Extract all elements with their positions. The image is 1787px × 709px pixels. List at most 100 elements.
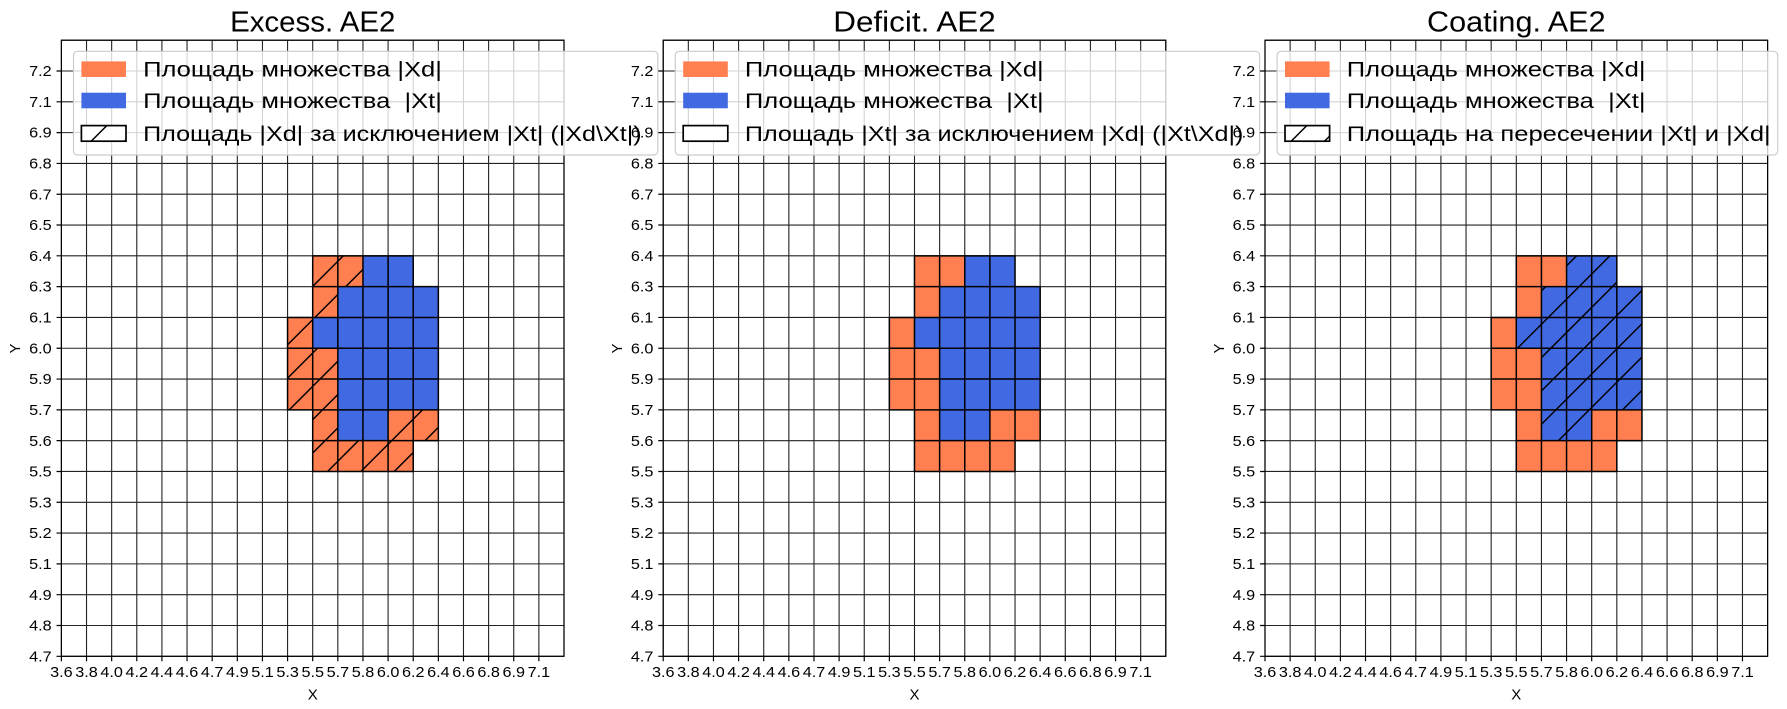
svg-text:5.1: 5.1	[853, 665, 876, 681]
svg-text:5.2: 5.2	[29, 526, 52, 542]
svg-text:4.9: 4.9	[828, 665, 851, 681]
svg-text:7.2: 7.2	[631, 64, 654, 80]
svg-text:5.7: 5.7	[631, 402, 654, 418]
svg-text:3.6: 3.6	[50, 665, 73, 681]
svg-text:4.6: 4.6	[778, 665, 801, 681]
svg-text:Площадь на пересечении |Xt| и: Площадь на пересечении |Xt| и |Xd|	[1347, 122, 1771, 146]
svg-text:6.6: 6.6	[1054, 665, 1077, 681]
svg-text:5.5: 5.5	[1505, 665, 1528, 681]
svg-text:5.1: 5.1	[1233, 556, 1256, 572]
svg-text:4.0: 4.0	[100, 665, 123, 681]
svg-text:Площадь множества |Xd|: Площадь множества |Xd|	[745, 58, 1044, 82]
svg-text:Площадь множества |Xd|: Площадь множества |Xd|	[143, 58, 442, 82]
svg-text:Coating. AE2: Coating. AE2	[1427, 6, 1606, 38]
svg-text:6.0: 6.0	[377, 665, 400, 681]
svg-text:Y: Y	[1211, 343, 1228, 353]
svg-text:6.9: 6.9	[1233, 125, 1256, 141]
svg-text:4.9: 4.9	[29, 587, 52, 603]
svg-text:6.9: 6.9	[1706, 665, 1729, 681]
svg-text:6.0: 6.0	[1580, 665, 1603, 681]
svg-text:6.7: 6.7	[1233, 187, 1256, 203]
svg-text:4.8: 4.8	[29, 618, 52, 634]
svg-text:7.1: 7.1	[29, 94, 52, 110]
svg-text:4.8: 4.8	[1233, 618, 1256, 634]
svg-text:3.6: 3.6	[652, 665, 675, 681]
svg-text:X: X	[1511, 686, 1521, 703]
svg-text:7.1: 7.1	[1233, 94, 1256, 110]
svg-text:6.4: 6.4	[29, 248, 52, 264]
svg-text:5.2: 5.2	[631, 526, 654, 542]
svg-text:6.2: 6.2	[1004, 665, 1027, 681]
svg-text:7.1: 7.1	[1129, 665, 1152, 681]
svg-text:5.7: 5.7	[327, 665, 350, 681]
svg-text:5.3: 5.3	[878, 665, 901, 681]
svg-text:6.0: 6.0	[631, 341, 654, 357]
svg-text:6.5: 6.5	[631, 218, 654, 234]
svg-text:4.7: 4.7	[631, 649, 654, 665]
svg-text:4.7: 4.7	[1233, 649, 1256, 665]
svg-text:5.3: 5.3	[1233, 495, 1256, 511]
svg-text:X: X	[308, 686, 318, 703]
svg-text:7.1: 7.1	[631, 94, 654, 110]
svg-text:5.3: 5.3	[29, 495, 52, 511]
svg-text:5.7: 5.7	[1530, 665, 1553, 681]
svg-text:6.9: 6.9	[631, 125, 654, 141]
svg-text:5.7: 5.7	[29, 402, 52, 418]
svg-text:5.5: 5.5	[1233, 464, 1256, 480]
svg-text:6.1: 6.1	[29, 310, 52, 326]
svg-text:5.6: 5.6	[1233, 433, 1256, 449]
svg-text:4.0: 4.0	[1304, 665, 1327, 681]
svg-text:6.5: 6.5	[1233, 218, 1256, 234]
svg-text:4.7: 4.7	[29, 649, 52, 665]
svg-text:Y: Y	[609, 343, 626, 353]
svg-text:6.8: 6.8	[477, 665, 500, 681]
svg-text:6.4: 6.4	[631, 248, 654, 264]
svg-text:4.2: 4.2	[1329, 665, 1352, 681]
svg-text:6.9: 6.9	[502, 665, 525, 681]
svg-text:4.9: 4.9	[1233, 587, 1256, 603]
svg-text:4.6: 4.6	[1379, 665, 1402, 681]
svg-text:4.9: 4.9	[631, 587, 654, 603]
svg-text:6.2: 6.2	[1606, 665, 1629, 681]
svg-text:6.0: 6.0	[1233, 341, 1256, 357]
svg-text:6.6: 6.6	[1656, 665, 1679, 681]
svg-text:4.2: 4.2	[126, 665, 149, 681]
svg-text:Deficit. AE2: Deficit. AE2	[833, 7, 996, 38]
svg-text:5.6: 5.6	[631, 433, 654, 449]
svg-text:5.3: 5.3	[276, 665, 299, 681]
svg-text:3.8: 3.8	[677, 665, 700, 681]
svg-text:6.4: 6.4	[1029, 665, 1052, 681]
svg-text:6.3: 6.3	[1233, 279, 1256, 295]
svg-text:6.0: 6.0	[29, 341, 52, 357]
svg-text:5.7: 5.7	[1233, 402, 1256, 418]
svg-text:6.7: 6.7	[29, 187, 52, 203]
svg-text:7.2: 7.2	[29, 64, 52, 80]
svg-text:6.8: 6.8	[631, 156, 654, 172]
svg-text:5.1: 5.1	[29, 556, 52, 572]
svg-text:5.5: 5.5	[301, 665, 324, 681]
svg-text:6.4: 6.4	[427, 665, 450, 681]
svg-text:6.4: 6.4	[1631, 665, 1654, 681]
svg-text:7.1: 7.1	[1731, 665, 1754, 681]
svg-text:Y: Y	[7, 343, 24, 353]
svg-text:5.5: 5.5	[903, 665, 926, 681]
svg-text:7.2: 7.2	[1233, 64, 1256, 80]
svg-text:5.6: 5.6	[29, 433, 52, 449]
svg-text:Площадь множества |Xd|: Площадь множества |Xd|	[1347, 58, 1646, 82]
svg-text:6.7: 6.7	[631, 187, 654, 203]
svg-text:6.8: 6.8	[1233, 156, 1256, 172]
svg-text:6.5: 6.5	[29, 218, 52, 234]
svg-text:6.8: 6.8	[29, 156, 52, 172]
svg-text:4.7: 4.7	[803, 665, 826, 681]
svg-text:Площадь множества |Xt|: Площадь множества |Xt|	[745, 89, 1044, 113]
svg-text:4.4: 4.4	[151, 665, 174, 681]
svg-text:3.6: 3.6	[1254, 665, 1277, 681]
svg-text:6.1: 6.1	[631, 310, 654, 326]
svg-text:Площадь множества |Xt|: Площадь множества |Xt|	[1347, 89, 1646, 113]
svg-text:3.8: 3.8	[1279, 665, 1302, 681]
svg-text:5.7: 5.7	[928, 665, 951, 681]
svg-text:6.9: 6.9	[1104, 665, 1127, 681]
svg-text:6.6: 6.6	[452, 665, 475, 681]
svg-text:5.9: 5.9	[29, 372, 52, 388]
svg-text:4.8: 4.8	[631, 618, 654, 634]
